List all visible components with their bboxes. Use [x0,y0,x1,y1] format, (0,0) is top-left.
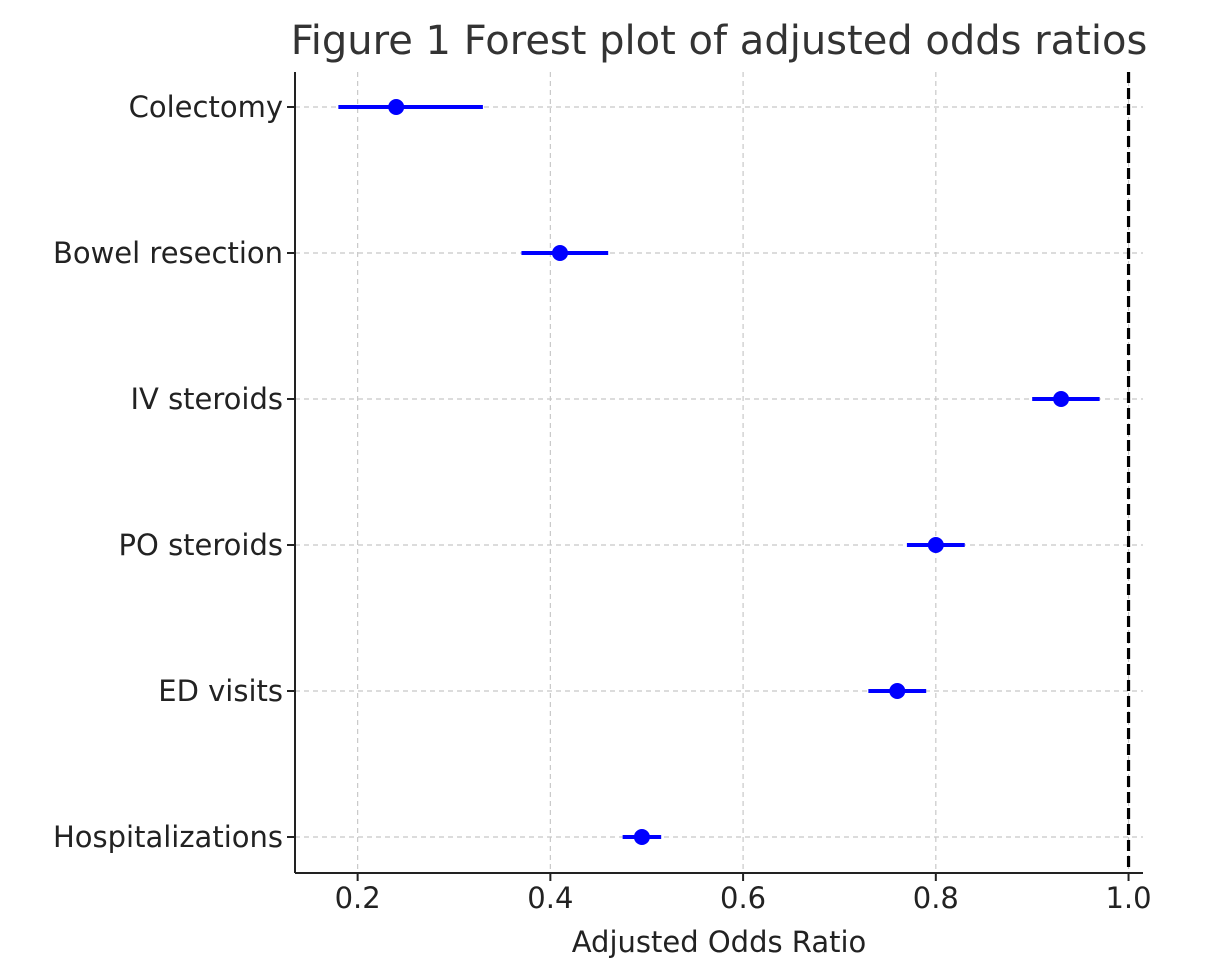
x-tick-label: 0.8 [913,881,959,915]
chart-title: Figure 1 Forest plot of adjusted odds ra… [291,18,1148,64]
y-category-label: Hospitalizations [53,820,283,854]
odds-ratio-point [1053,391,1070,407]
y-category-label: Colectomy [129,90,283,124]
axes [287,72,1143,881]
x-tick-label: 0.2 [335,881,381,915]
odds-ratio-point [889,683,906,699]
x-tick-label: 0.6 [720,881,766,915]
grid-lines [295,72,1143,873]
y-category-label: ED visits [158,674,283,708]
x-tick-label: 1.0 [1105,881,1151,915]
y-category-label: Bowel resection [53,236,283,270]
x-tick-label: 0.4 [527,881,573,915]
x-axis-label: Adjusted Odds Ratio [572,925,867,959]
estimates-series [338,99,1100,845]
odds-ratio-point [633,829,650,845]
odds-ratio-point [927,537,944,553]
y-category-label: PO steroids [119,528,283,562]
tick-labels: 0.2 0.4 0.6 0.8 1.0 Colectomy Bowel resection I… [53,90,1152,915]
odds-ratio-point [388,99,405,115]
odds-ratio-point [552,245,568,261]
y-category-label: IV steroids [130,382,283,416]
